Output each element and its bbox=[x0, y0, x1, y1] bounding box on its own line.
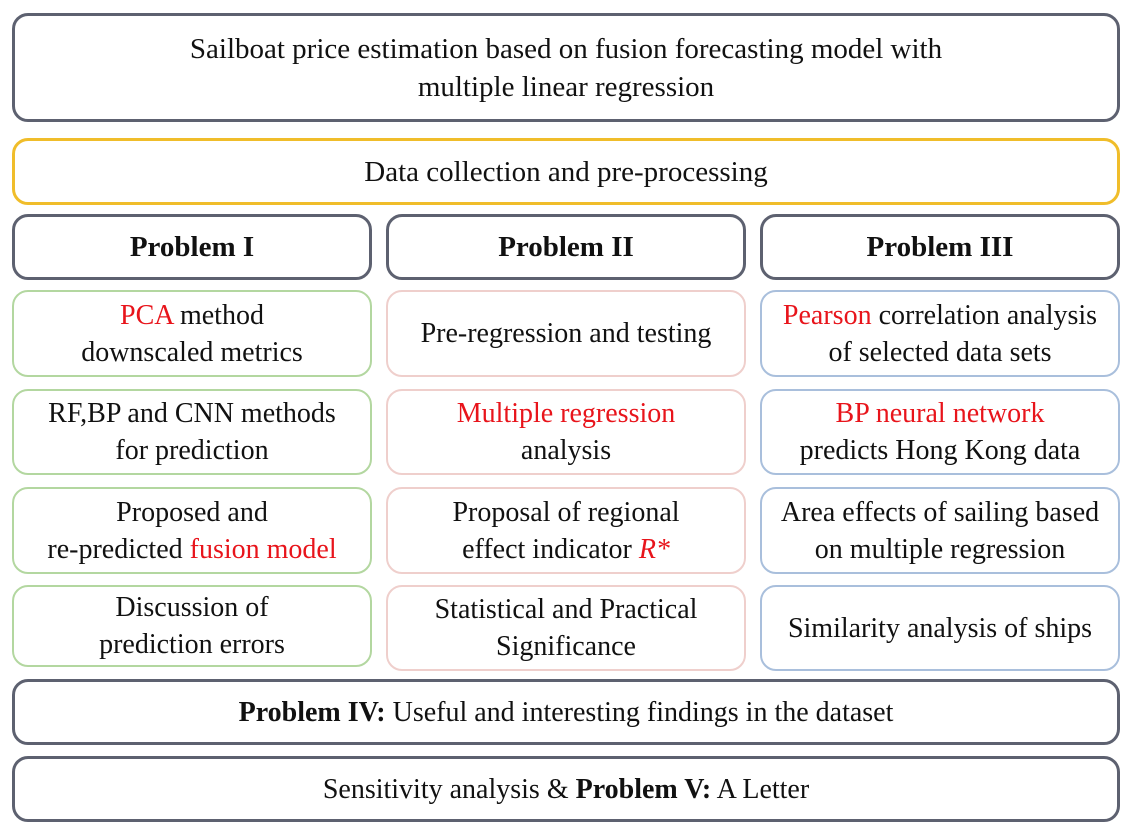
step-highlight: PCA bbox=[120, 299, 173, 331]
step-line-2: prediction errors bbox=[99, 629, 285, 660]
problem-3-step-4: Similarity analysis of ships bbox=[760, 585, 1120, 671]
step-highlight: fusion model bbox=[189, 533, 337, 565]
step-line-2: downscaled metrics bbox=[81, 336, 303, 368]
problem-2-step-2: Multiple regression analysis bbox=[386, 389, 746, 475]
step-line: re-predicted fusion model bbox=[47, 531, 336, 568]
step-text: correlation analysis bbox=[871, 299, 1098, 331]
title-line-2: multiple linear regression bbox=[417, 70, 715, 103]
data-collection-label: Data collection and pre-processing bbox=[364, 155, 768, 188]
title-box: Sailboat price estimation based on fusio… bbox=[12, 13, 1120, 122]
step-line-1: Proposal of regional bbox=[452, 496, 680, 528]
problem-4-text: Useful and interesting findings in the d… bbox=[385, 696, 894, 728]
step-line-1: Area effects of sailing based bbox=[780, 496, 1100, 528]
problem-1-step-3: Proposed and re-predicted fusion model bbox=[12, 487, 372, 574]
step-highlight: Multiple regression bbox=[456, 398, 676, 429]
problem-2-heading: Problem II bbox=[386, 214, 746, 280]
problem-1-heading-label: Problem I bbox=[129, 231, 255, 263]
sensitivity-box: Sensitivity analysis & Problem V: A Lett… bbox=[12, 756, 1120, 822]
step-line-2: analysis bbox=[520, 435, 612, 466]
step-line-2: of selected data sets bbox=[828, 336, 1052, 368]
step-text: re-predicted bbox=[47, 533, 190, 565]
problem-4-line: Problem IV: Useful and interesting findi… bbox=[239, 694, 894, 731]
step-line-1: Pre-regression and testing bbox=[420, 318, 712, 349]
step-line-1: Proposed and bbox=[116, 496, 268, 528]
problem-1-heading: Problem I bbox=[12, 214, 372, 280]
problem-2-step-4: Statistical and Practical Significance bbox=[386, 585, 746, 671]
sensitivity-text: Sensitivity analysis & bbox=[322, 773, 576, 805]
step-line: effect indicator R* bbox=[462, 531, 670, 568]
step-line-1: Similarity analysis of ships bbox=[787, 612, 1093, 644]
problem-3-heading-label: Problem III bbox=[866, 231, 1014, 263]
problem-5-text: A Letter bbox=[711, 773, 810, 805]
problem-4-label: Problem IV: bbox=[238, 696, 386, 728]
step-highlight: BP neural network bbox=[835, 398, 1045, 429]
problem-3-step-3: Area effects of sailing based on multipl… bbox=[760, 487, 1120, 574]
step-line-1: Discussion of bbox=[115, 592, 269, 623]
problem-3-heading: Problem III bbox=[760, 214, 1120, 280]
step-line-2: predicts Hong Kong data bbox=[799, 435, 1081, 466]
title-line-1: Sailboat price estimation based on fusio… bbox=[189, 32, 943, 65]
problem-5-label: Problem V: bbox=[575, 773, 712, 805]
sensitivity-line: Sensitivity analysis & Problem V: A Lett… bbox=[323, 771, 809, 808]
problem-4-box: Problem IV: Useful and interesting findi… bbox=[12, 679, 1120, 745]
step-line-2: on multiple regression bbox=[814, 533, 1066, 565]
step-line-2: Significance bbox=[496, 631, 636, 662]
step-line: PCA method bbox=[120, 297, 264, 334]
step-highlight: Pearson bbox=[782, 299, 872, 331]
data-collection-box: Data collection and pre-processing bbox=[12, 138, 1120, 205]
problem-3-step-2: BP neural network predicts Hong Kong dat… bbox=[760, 389, 1120, 475]
step-line-1: Statistical and Practical bbox=[434, 594, 698, 625]
step-text: effect indicator bbox=[462, 533, 639, 565]
step-line-1: RF,BP and CNN methods bbox=[48, 398, 336, 429]
step-line: Pearson correlation analysis bbox=[783, 297, 1097, 334]
problem-1-step-2: RF,BP and CNN methods for prediction bbox=[12, 389, 372, 475]
step-text: method bbox=[172, 299, 264, 331]
problem-2-step-1: Pre-regression and testing bbox=[386, 290, 746, 377]
problem-3-step-1: Pearson correlation analysis of selected… bbox=[760, 290, 1120, 377]
step-highlight: R* bbox=[638, 533, 670, 565]
problem-1-step-4: Discussion of prediction errors bbox=[12, 585, 372, 667]
problem-2-step-3: Proposal of regional effect indicator R* bbox=[386, 487, 746, 574]
step-line-2: for prediction bbox=[115, 435, 269, 466]
problem-1-step-1: PCA method downscaled metrics bbox=[12, 290, 372, 377]
problem-2-heading-label: Problem II bbox=[498, 231, 634, 263]
